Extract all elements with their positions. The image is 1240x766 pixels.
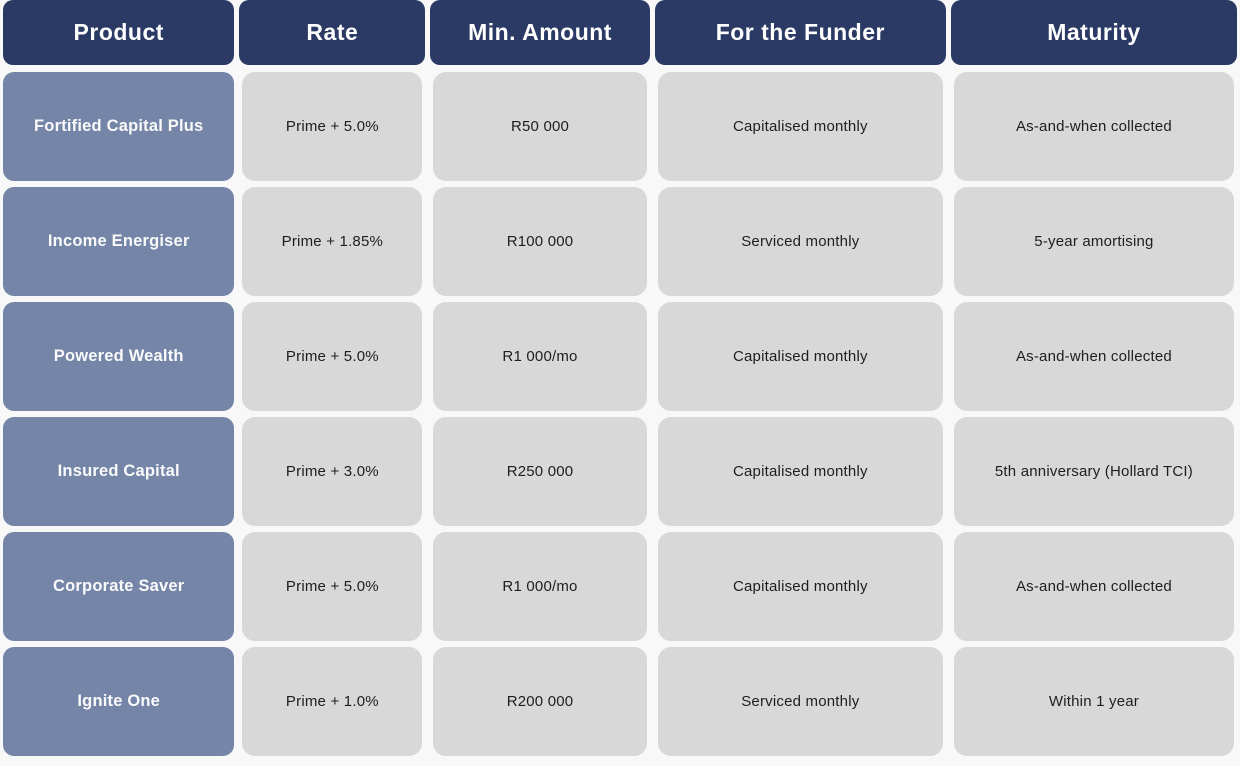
- cell-maturity: 5th anniversary (Hollard TCI): [953, 417, 1234, 526]
- header-cell-min-amount: Min. Amount: [430, 0, 650, 65]
- cell-product: Powered Wealth: [3, 302, 235, 411]
- header-cell-product: Product: [3, 0, 235, 65]
- cell-min-amount: R1 000/mo: [433, 532, 647, 641]
- cell-rate: Prime + 5.0%: [242, 302, 423, 411]
- cell-rate: Prime + 5.0%: [242, 532, 423, 641]
- table-row: Corporate Saver Prime + 5.0% R1 000/mo Capi…: [3, 532, 1237, 641]
- cell-rate: Prime + 3.0%: [242, 417, 423, 526]
- header-cell-maturity: Maturity: [950, 0, 1237, 65]
- table-row: Insured Capital Prime + 3.0% R250 000 Capit…: [3, 417, 1237, 526]
- cell-maturity: As-and-when collected: [953, 302, 1234, 411]
- cell-for-the-funder: Serviced monthly: [657, 647, 943, 756]
- cell-min-amount: R100 000: [433, 187, 647, 296]
- table-row: Income Energiser Prime + 1.85% R100 000 Ser…: [3, 187, 1237, 296]
- cell-product: Ignite One: [3, 647, 235, 756]
- header-cell-for-the-funder: For the Funder: [654, 0, 946, 65]
- cell-min-amount: R200 000: [433, 647, 647, 756]
- cell-min-amount: R1 000/mo: [433, 302, 647, 411]
- header-cell-rate: Rate: [239, 0, 426, 65]
- cell-for-the-funder: Capitalised monthly: [657, 417, 943, 526]
- cell-maturity: As-and-when collected: [953, 72, 1234, 181]
- cell-maturity: As-and-when collected: [953, 532, 1234, 641]
- cell-rate: Prime + 5.0%: [242, 72, 423, 181]
- table-body: Fortified Capital Plus Prime + 5.0% R50 00…: [3, 72, 1237, 756]
- table-row: Ignite One Prime + 1.0% R200 000 Serviced m…: [3, 647, 1237, 756]
- cell-maturity: 5-year amortising: [953, 187, 1234, 296]
- cell-for-the-funder: Capitalised monthly: [657, 302, 943, 411]
- table-row: Fortified Capital Plus Prime + 5.0% R50 00…: [3, 72, 1237, 181]
- cell-for-the-funder: Capitalised monthly: [657, 72, 943, 181]
- cell-min-amount: R50 000: [433, 72, 647, 181]
- cell-product: Corporate Saver: [3, 532, 235, 641]
- table-header-row: Product Rate Min. Amount For the Funder Matu…: [3, 0, 1237, 65]
- cell-product: Income Energiser: [3, 187, 235, 296]
- cell-rate: Prime + 1.0%: [242, 647, 423, 756]
- cell-for-the-funder: Serviced monthly: [657, 187, 943, 296]
- cell-maturity: Within 1 year: [953, 647, 1234, 756]
- cell-product: Insured Capital: [3, 417, 235, 526]
- cell-rate: Prime + 1.85%: [242, 187, 423, 296]
- cell-for-the-funder: Capitalised monthly: [657, 532, 943, 641]
- cell-product: Fortified Capital Plus: [3, 72, 235, 181]
- table-row: Powered Wealth Prime + 5.0% R1 000/mo Capit…: [3, 302, 1237, 411]
- cell-min-amount: R250 000: [433, 417, 647, 526]
